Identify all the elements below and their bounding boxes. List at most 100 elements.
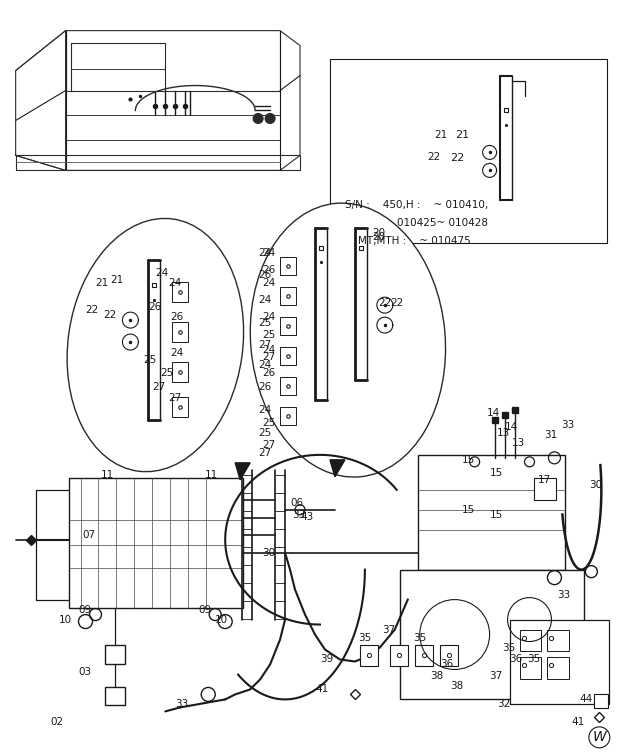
Text: 37: 37	[382, 624, 395, 634]
Text: 26: 26	[262, 265, 275, 275]
Text: 24: 24	[262, 312, 275, 322]
Text: W: W	[593, 730, 606, 745]
Text: 10: 10	[58, 615, 72, 624]
Bar	[172, 322, 188, 342]
Text: 22: 22	[86, 305, 99, 315]
Bar	[418, 455, 565, 570]
Circle shape	[265, 113, 275, 123]
Text: 27: 27	[168, 393, 182, 403]
Bar	[172, 282, 188, 302]
Text: 24: 24	[262, 248, 275, 259]
Text: 22: 22	[450, 153, 464, 163]
Bar	[172, 362, 188, 382]
Text: 31: 31	[544, 430, 558, 440]
Bar	[280, 407, 296, 425]
Text: 09: 09	[198, 605, 211, 615]
Polygon shape	[330, 460, 345, 477]
Text: 26: 26	[170, 312, 184, 322]
Bar	[440, 645, 458, 667]
Text: 30: 30	[262, 547, 275, 558]
Bar	[400, 570, 585, 699]
Bar	[390, 645, 408, 667]
Text: 21: 21	[110, 275, 124, 285]
Bar	[280, 347, 296, 365]
Text: 36: 36	[510, 655, 523, 665]
Text: 20: 20	[372, 228, 385, 238]
Text: 44: 44	[580, 695, 593, 705]
Text: 24: 24	[262, 278, 275, 288]
Text: 26: 26	[258, 270, 272, 280]
Text: 27: 27	[258, 448, 272, 458]
Text: 25: 25	[161, 368, 174, 378]
Text: 25: 25	[143, 355, 157, 365]
Text: 35: 35	[528, 655, 541, 665]
Text: 010425~ 010428: 010425~ 010428	[345, 218, 488, 228]
Text: 27: 27	[258, 340, 272, 350]
Text: 24: 24	[170, 348, 184, 358]
Text: 27: 27	[153, 382, 166, 392]
Text: 25: 25	[262, 418, 275, 428]
Text: 24: 24	[258, 405, 272, 415]
Text: 24: 24	[258, 295, 272, 305]
Text: 03: 03	[79, 668, 92, 677]
Bar	[595, 695, 608, 708]
Text: 15: 15	[490, 510, 503, 520]
Text: 14: 14	[487, 408, 500, 418]
Bar	[360, 645, 378, 667]
Text: 11: 11	[100, 469, 113, 480]
Bar	[547, 658, 569, 680]
Text: 13: 13	[512, 438, 525, 448]
Text: 26: 26	[262, 368, 275, 378]
Bar	[280, 317, 296, 335]
Polygon shape	[235, 463, 250, 480]
Text: 27: 27	[262, 352, 275, 362]
Text: 30: 30	[590, 480, 603, 490]
Text: 22: 22	[378, 298, 391, 308]
Text: 06: 06	[290, 497, 303, 508]
Bar	[280, 377, 296, 395]
Text: 22: 22	[104, 310, 117, 320]
Text: 37: 37	[490, 671, 503, 681]
Text: 22: 22	[428, 153, 441, 163]
Text: 21: 21	[435, 131, 448, 141]
Text: 15: 15	[462, 505, 475, 515]
Text: 41: 41	[572, 717, 585, 727]
Text: 22: 22	[390, 298, 403, 308]
Text: 24: 24	[156, 268, 169, 278]
Text: 33: 33	[562, 420, 575, 430]
Bar	[520, 658, 541, 680]
Text: 02: 02	[51, 717, 64, 727]
Text: S/N :    450,H :    ~ 010410,: S/N : 450,H : ~ 010410,	[345, 200, 488, 210]
Text: 24: 24	[168, 278, 182, 288]
Text: 24: 24	[258, 360, 272, 370]
Bar	[510, 620, 609, 705]
Bar	[415, 645, 433, 667]
Text: 11: 11	[205, 469, 218, 480]
Bar	[547, 630, 569, 652]
Bar	[330, 58, 608, 243]
Text: 38: 38	[430, 671, 443, 681]
Text: 21: 21	[95, 278, 108, 288]
Text: 35: 35	[358, 633, 371, 643]
Text: 26: 26	[148, 302, 162, 312]
Text: 24: 24	[258, 248, 272, 259]
Bar	[280, 257, 296, 275]
Text: 21: 21	[454, 131, 469, 141]
Ellipse shape	[67, 218, 244, 472]
Text: 39: 39	[320, 655, 333, 665]
Bar	[105, 645, 125, 665]
Text: 26: 26	[258, 382, 272, 392]
Text: 24: 24	[262, 345, 275, 355]
Text: 35: 35	[413, 633, 426, 643]
Bar	[280, 287, 296, 305]
Text: 25: 25	[262, 330, 275, 340]
Text: 43: 43	[300, 512, 313, 522]
Text: 09: 09	[79, 605, 92, 615]
Bar	[69, 478, 243, 608]
Text: 20: 20	[372, 232, 385, 242]
Bar	[172, 397, 188, 417]
Bar	[534, 478, 556, 500]
Text: 33: 33	[175, 699, 188, 709]
Text: 13: 13	[497, 428, 510, 438]
Text: 35: 35	[503, 643, 516, 652]
